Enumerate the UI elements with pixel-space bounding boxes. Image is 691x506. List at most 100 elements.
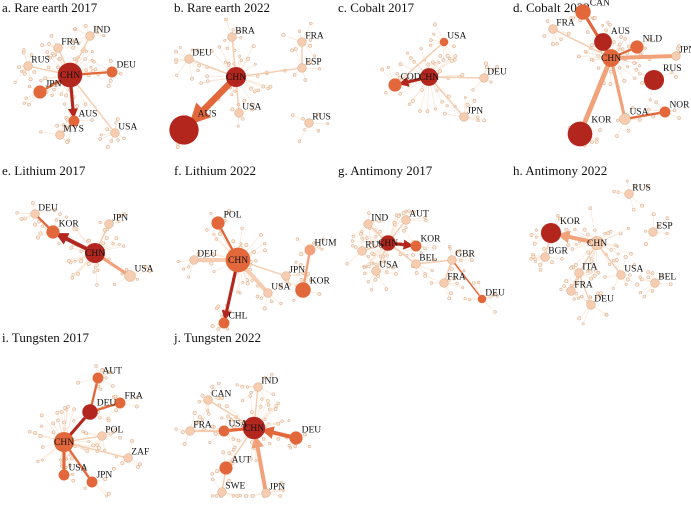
leaf-node xyxy=(423,246,428,251)
leaf-node xyxy=(244,494,249,498)
leaf-node xyxy=(573,262,578,267)
node-label-zaf: ZAF xyxy=(131,448,149,458)
leaf-node xyxy=(646,270,651,274)
leaf-node xyxy=(262,242,267,246)
network-graph: CHN POL DEU JPN USA HUM KOR CHL xyxy=(176,209,337,331)
leaf-node xyxy=(260,397,264,401)
leaf-node xyxy=(98,220,102,225)
leaf-node xyxy=(605,313,609,317)
node-kor xyxy=(540,222,562,244)
leaf-node xyxy=(35,235,40,240)
leaf-node xyxy=(384,287,389,292)
leaf-node xyxy=(419,47,423,51)
leaf-node xyxy=(619,35,623,39)
leaf-node xyxy=(483,61,489,66)
leaf-node xyxy=(254,259,258,263)
leaf-node xyxy=(471,88,475,92)
node-fra xyxy=(439,278,449,288)
leaf-node xyxy=(448,246,452,250)
leaf-node xyxy=(226,63,231,67)
leaf-node xyxy=(651,212,656,217)
leaf-node xyxy=(607,262,612,266)
leaf-node xyxy=(28,77,33,82)
leaf-node xyxy=(205,228,209,232)
node-label-usa: USA xyxy=(134,265,153,275)
panel-title: e. Lithium 2017 xyxy=(2,163,86,178)
leaf-node xyxy=(33,430,38,435)
node-label-usa: USA xyxy=(379,261,398,271)
leaf-node xyxy=(603,275,607,279)
leaf-node xyxy=(268,407,272,412)
node-label-deu: DEU xyxy=(487,68,507,78)
leaf-node xyxy=(360,230,364,233)
leaf-node xyxy=(290,113,295,117)
node-chn xyxy=(84,242,106,264)
leaf-node xyxy=(63,406,67,410)
leaf-node xyxy=(210,472,215,476)
leaf-node xyxy=(271,392,276,397)
panel-title: g. Antimony 2017 xyxy=(338,163,433,178)
leaf-node xyxy=(608,82,613,86)
leaf-node xyxy=(261,437,266,441)
node-label-aus: AUS xyxy=(198,109,217,119)
leaf-node xyxy=(182,441,187,446)
leaf-node xyxy=(596,66,601,70)
leaf-node xyxy=(61,123,65,127)
leaf-node xyxy=(210,324,215,329)
leaf-node xyxy=(295,237,300,241)
leaf-node xyxy=(77,41,81,45)
leaf-node xyxy=(58,56,62,61)
node-label-jpn: JPN xyxy=(46,79,62,89)
leaf-node xyxy=(95,31,100,35)
leaf-node xyxy=(197,420,202,425)
panel-rare-earth-2022: b. Rare earth 2022 CHN BRA DEU FRA ESP USA RUS A… xyxy=(169,0,344,168)
leaf-node xyxy=(321,237,325,241)
leaf-node xyxy=(197,415,202,419)
leaf-node xyxy=(220,416,224,420)
leaf-node xyxy=(366,280,370,284)
leaf-node xyxy=(239,242,243,246)
panel-tungsten-2022: j. Tungsten 2022 CHN IND CAN FRA USA DEU AUT SWE… xyxy=(172,330,344,498)
leaf-node xyxy=(428,43,432,47)
leaf-node xyxy=(109,139,114,143)
node-label-gbr: GBR xyxy=(455,250,475,260)
leaf-node xyxy=(460,73,465,77)
leaf-node xyxy=(268,84,273,89)
node-fra xyxy=(548,24,558,34)
leaf-node xyxy=(618,66,622,70)
node-usa xyxy=(234,108,244,118)
leaf-node xyxy=(566,243,570,247)
node-fra xyxy=(185,426,195,436)
leaf-node xyxy=(214,237,219,241)
leaf-node xyxy=(235,494,240,498)
node-label-chn: CHN xyxy=(601,54,621,64)
node-usa xyxy=(439,37,449,47)
leaf-node xyxy=(531,254,536,259)
leaf-node xyxy=(259,233,263,237)
leaf-node xyxy=(611,259,616,263)
leaf-node xyxy=(13,80,17,84)
leaf-node xyxy=(106,416,110,420)
leaf-node xyxy=(677,116,681,120)
leaf-node xyxy=(625,179,629,183)
leaf-node xyxy=(433,107,438,111)
node-label-ind: IND xyxy=(371,214,388,224)
leaf-node xyxy=(120,272,124,276)
leaf-node xyxy=(174,73,179,77)
leaf-node xyxy=(259,296,264,300)
node-fra xyxy=(114,397,126,409)
node-deu xyxy=(189,255,199,265)
leaf-node xyxy=(648,98,652,102)
node-label-rus: RUS xyxy=(663,64,681,74)
leaf-node xyxy=(672,108,677,113)
leaf-node xyxy=(72,226,77,231)
node-mys xyxy=(55,130,65,140)
leaf-node xyxy=(263,375,267,380)
panel-title: d. Cobalt 2022 xyxy=(513,0,590,15)
leaf-node xyxy=(79,249,83,253)
leaf-node xyxy=(484,65,489,70)
leaf-node xyxy=(105,494,109,498)
leaf-node xyxy=(467,297,472,302)
leaf-node xyxy=(363,271,367,276)
